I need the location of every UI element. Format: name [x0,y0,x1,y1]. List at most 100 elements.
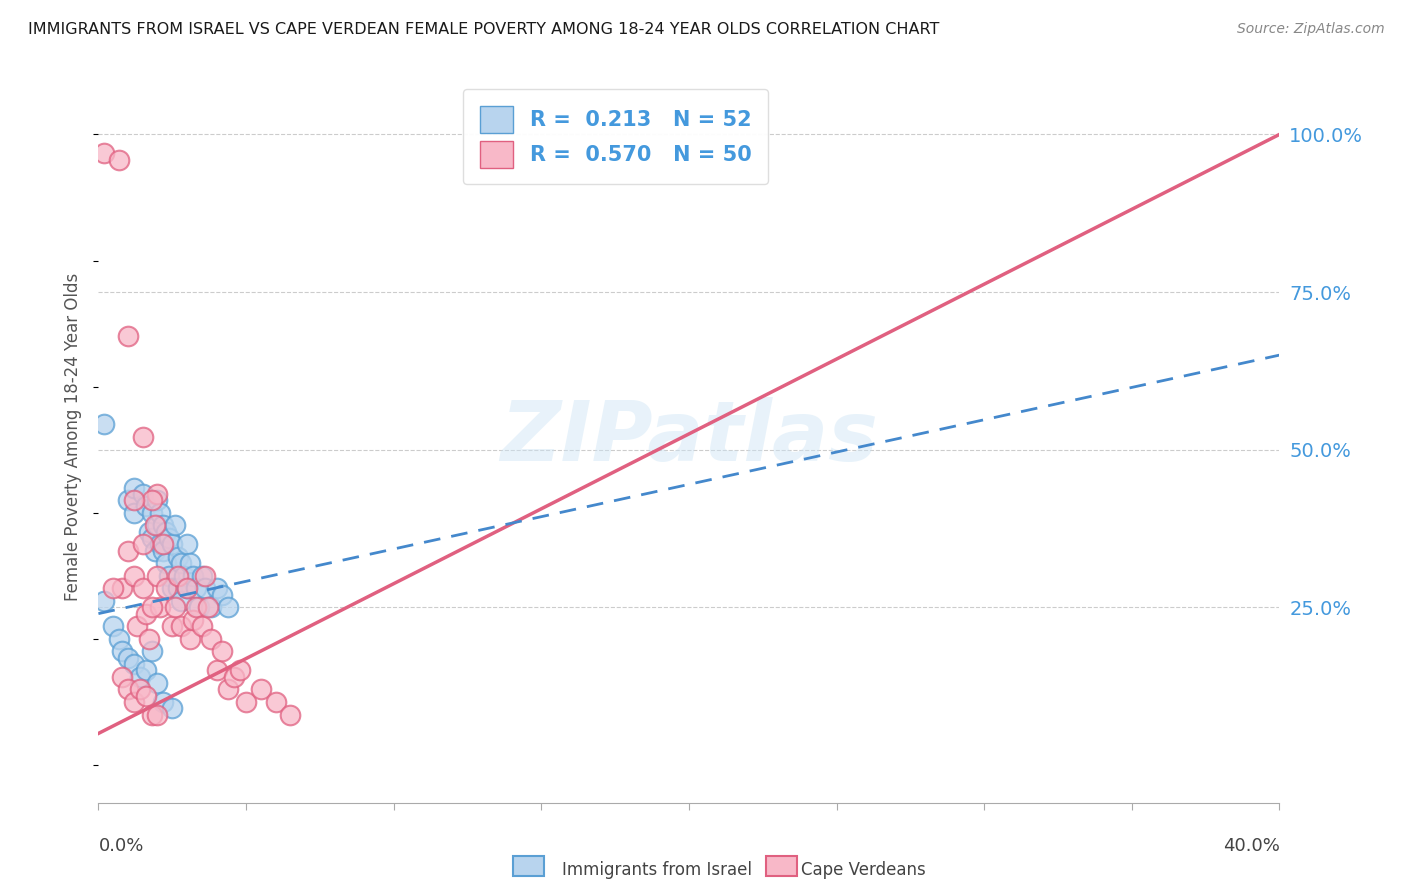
Point [103,582,125,596]
Point [264,695,287,709]
Point [200,600,222,615]
Point [128,682,150,697]
Point [217,682,239,697]
Point [122,569,145,583]
Point [250,682,273,697]
Point [170,619,193,633]
FancyBboxPatch shape [766,856,797,876]
Point [224,670,246,684]
Point [155,524,177,539]
Point [132,537,155,551]
Point [143,518,166,533]
Point [141,707,163,722]
Point [200,632,222,646]
Point [117,329,139,343]
Point [191,569,214,583]
Point [146,676,169,690]
Point [191,619,214,633]
Point [122,493,145,508]
Text: Source: ZipAtlas.com: Source: ZipAtlas.com [1237,22,1385,37]
Point [152,537,174,551]
Point [165,518,187,533]
Point [170,594,193,608]
Point [184,582,207,596]
Point [146,493,169,508]
Point [138,524,160,539]
Point [138,632,160,646]
Point [211,644,233,658]
Point [132,487,155,501]
Point [179,556,201,570]
Point [194,582,217,596]
Point [278,707,302,722]
Point [197,600,219,615]
Text: ZIPatlas: ZIPatlas [501,397,877,477]
Point [194,569,217,583]
Point [117,543,139,558]
Point [135,689,157,703]
Legend: R =  0.213   N = 52, R =  0.570   N = 50: R = 0.213 N = 52, R = 0.570 N = 50 [463,89,768,185]
Point [179,632,201,646]
Point [117,682,139,697]
Point [128,670,150,684]
Point [108,153,131,167]
Point [205,582,228,596]
Point [176,537,198,551]
Point [141,531,163,545]
Point [162,582,183,596]
Point [176,582,198,596]
Point [143,543,166,558]
Point [146,487,169,501]
Point [173,569,195,583]
Point [181,613,204,627]
Point [157,531,180,545]
Point [176,582,198,596]
Point [149,600,172,615]
Point [141,600,163,615]
Point [122,506,145,520]
Point [93,594,115,608]
Point [132,430,155,444]
Point [111,670,134,684]
Point [141,644,163,658]
Point [181,569,204,583]
Point [167,582,190,596]
Y-axis label: Female Poverty Among 18-24 Year Olds: Female Poverty Among 18-24 Year Olds [65,273,83,601]
Text: 40.0%: 40.0% [1223,838,1279,855]
Point [122,695,145,709]
Point [146,569,169,583]
Point [132,582,155,596]
Point [141,506,163,520]
FancyBboxPatch shape [513,856,544,876]
Text: 0.0%: 0.0% [98,838,143,855]
Point [229,664,252,678]
Point [122,481,145,495]
Point [187,600,209,615]
Text: Immigrants from Israel: Immigrants from Israel [562,861,752,879]
Point [152,695,174,709]
Point [125,619,148,633]
Point [211,588,233,602]
Point [162,619,183,633]
Point [235,695,257,709]
Point [155,582,177,596]
Point [167,549,190,564]
Point [157,569,180,583]
Point [167,569,190,583]
Point [135,607,157,621]
Point [152,518,174,533]
Point [111,582,134,596]
Text: IMMIGRANTS FROM ISRAEL VS CAPE VERDEAN FEMALE POVERTY AMONG 18-24 YEAR OLDS CORR: IMMIGRANTS FROM ISRAEL VS CAPE VERDEAN F… [28,22,939,37]
Text: Cape Verdeans: Cape Verdeans [801,861,927,879]
Point [117,493,139,508]
Point [217,600,239,615]
Point [149,537,172,551]
Point [184,600,207,615]
Point [93,417,115,432]
Point [162,701,183,715]
Point [146,707,169,722]
Point [170,556,193,570]
Point [155,556,177,570]
Point [93,146,115,161]
Point [162,537,183,551]
